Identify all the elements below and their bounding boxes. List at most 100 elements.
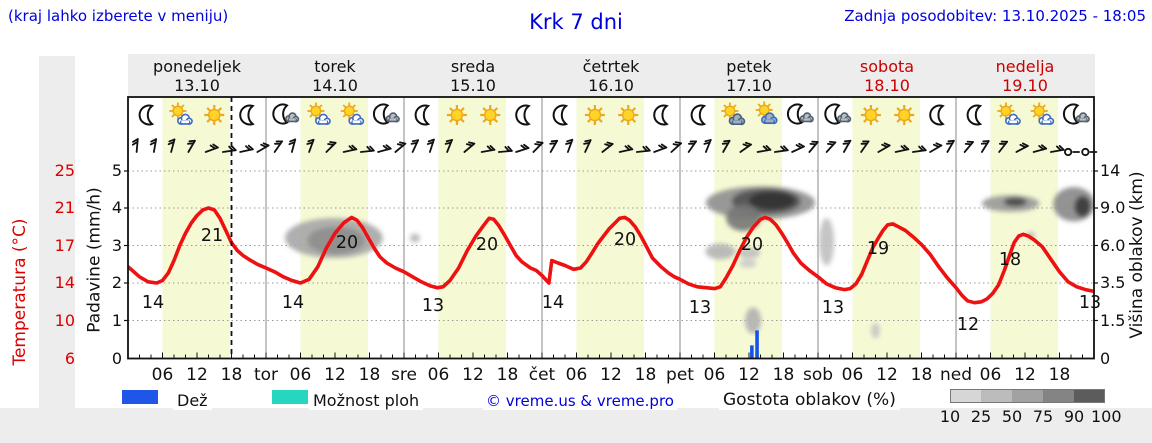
rain-tick-3: 3 <box>111 235 122 255</box>
cloudheight-tick-0: 0 <box>1100 348 1111 368</box>
svg-text:06: 06 <box>152 365 174 385</box>
density-segment-25 <box>981 389 1012 403</box>
cloudheight-tick-3.5: 3.5 <box>1100 273 1126 292</box>
svg-text:12: 12 <box>738 365 760 385</box>
svg-text:20: 20 <box>741 235 763 255</box>
rain-legend-label: Dež <box>173 391 212 410</box>
sun-rain-icon: ″ <box>755 101 778 132</box>
moon-icon <box>966 104 983 126</box>
gridlines <box>124 97 1098 359</box>
moon-cloud-icon <box>824 103 852 125</box>
svg-text:18: 18 <box>1049 365 1071 385</box>
svg-text:ned: ned <box>940 365 972 385</box>
temp-tick-21: 21 <box>54 198 75 217</box>
sun-icon <box>480 105 501 125</box>
svg-text:06: 06 <box>980 365 1002 385</box>
rain-tick-0: 0 <box>111 348 122 368</box>
rain-tick-2: 2 <box>111 273 122 292</box>
menu-hint-note: (kraj lahko izberete v meniju) <box>8 7 229 25</box>
svg-text:tor: tor <box>254 365 278 385</box>
density-tick-25: 25 <box>970 407 992 426</box>
sun-cloud-icon <box>169 102 193 125</box>
density-tick-90: 90 <box>1063 407 1085 426</box>
density-segment-50 <box>1012 389 1043 403</box>
svg-text:13: 13 <box>689 298 711 318</box>
cloudheight-tick-14: 14 <box>1100 161 1121 180</box>
svg-text:12: 12 <box>324 365 346 385</box>
sun-cloud-dark-icon <box>721 102 746 126</box>
day-name: nedelja <box>995 57 1055 76</box>
day-header-sreda: sreda 15.10 <box>404 57 542 95</box>
svg-text:14: 14 <box>542 293 564 313</box>
svg-text:18: 18 <box>497 365 519 385</box>
svg-text:06: 06 <box>428 365 450 385</box>
svg-text:14: 14 <box>282 293 304 313</box>
sun-icon <box>446 105 467 125</box>
svg-text:12: 12 <box>186 365 208 385</box>
svg-text:13: 13 <box>1079 293 1101 313</box>
sun-icon <box>584 105 605 125</box>
rain-tick-1: 1 <box>111 310 122 330</box>
temp-tick-10: 10 <box>54 310 75 330</box>
bottom-band <box>0 408 1152 443</box>
day-date: 18.10 <box>864 76 910 95</box>
moon-icon <box>552 104 569 126</box>
moon-cloud-icon <box>272 103 300 125</box>
svg-text:12: 12 <box>957 315 979 335</box>
sun-cloud-icon <box>307 102 331 125</box>
moon-icon <box>690 104 707 126</box>
density-tick-10: 10 <box>939 407 961 426</box>
svg-text:06: 06 <box>704 365 726 385</box>
sun-icon <box>860 105 881 125</box>
showers-legend-swatch <box>272 390 308 404</box>
cloudheight-tick-9.0: 9.0 <box>1100 198 1126 217</box>
svg-text:20: 20 <box>336 233 358 253</box>
sun-icon <box>618 105 639 125</box>
cloudheight-tick-6.0: 6.0 <box>1100 235 1126 255</box>
day-name: ponedeljek <box>153 57 241 76</box>
sun-icon <box>204 105 225 125</box>
page-title: Krk 7 dni <box>529 10 623 34</box>
svg-text:12: 12 <box>876 365 898 385</box>
density-tick-75: 75 <box>1032 407 1054 426</box>
day-header-četrtek: četrtek 16.10 <box>542 57 680 95</box>
showers-legend-label: Možnost ploh <box>309 391 424 410</box>
day-header-torek: torek 14.10 <box>266 57 404 95</box>
moon-cloud-icon <box>786 103 814 125</box>
density-segment-90 <box>1074 389 1105 403</box>
day-date: 14.10 <box>312 76 358 95</box>
moon-icon <box>515 104 531 126</box>
temp-tick-6: 6 <box>64 348 75 368</box>
svg-text:18: 18 <box>359 365 381 385</box>
moon-icon <box>653 104 669 126</box>
svg-text:čet: čet <box>529 365 556 385</box>
day-name: četrtek <box>582 57 640 76</box>
svg-text:06: 06 <box>290 365 312 385</box>
svg-text:14: 14 <box>142 293 164 313</box>
svg-text:18: 18 <box>999 250 1021 270</box>
svg-text:20: 20 <box>476 235 498 255</box>
temperature-curve <box>128 206 1094 305</box>
density-segment-75 <box>1043 389 1074 403</box>
day-header-band <box>128 54 1095 97</box>
svg-text:13: 13 <box>822 298 844 318</box>
moon-cloud-icon <box>372 103 400 125</box>
day-header-petek: petek 17.10 <box>680 57 818 95</box>
day-date: 13.10 <box>174 76 220 95</box>
moon-cloud-icon <box>1062 103 1090 125</box>
temp-tick-17: 17 <box>54 235 75 255</box>
day-date: 16.10 <box>588 76 634 95</box>
svg-text:21: 21 <box>201 226 223 246</box>
temp-tick-25: 25 <box>54 161 75 180</box>
x-axis-labels: 06 12 18 tor 06 12 18 sre 06 12 18 čet 06 12 18 pet 06 12… <box>152 365 1071 385</box>
sun-cloud-icon <box>340 102 365 125</box>
day-date: 17.10 <box>726 76 772 95</box>
day-header-sobota: sobota 18.10 <box>818 57 956 95</box>
day-date: 19.10 <box>1002 76 1048 95</box>
density-tick-50: 50 <box>1001 407 1023 426</box>
weather-icons-row: ″ <box>138 101 1090 132</box>
copyright-link[interactable]: © vreme.us & vreme.pro <box>483 392 677 410</box>
temp-axis-band <box>39 56 75 420</box>
